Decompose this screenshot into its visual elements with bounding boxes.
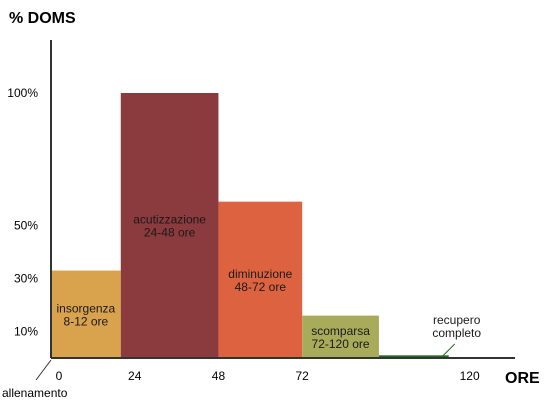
- bar-3: [302, 315, 379, 358]
- origin-label-leader: [35, 359, 52, 381]
- bar-label-leader-4: [442, 343, 456, 357]
- bar-1: [120, 93, 219, 358]
- bar-4: [378, 355, 449, 358]
- origin-label: allenamento: [2, 386, 68, 400]
- x-tick-label-0: 0: [56, 369, 63, 383]
- x-tick-label-1: 24: [128, 369, 142, 383]
- ticks-group: 10% 30% 50% 100% 0 24 48 72 120 allenamento: [2, 86, 480, 400]
- y-axis-title: % DOMS: [9, 10, 76, 27]
- bar-0: [51, 270, 121, 358]
- bar-label-4: recupero completo: [432, 313, 481, 340]
- bar-label-2: diminuzione 48-72 ore: [228, 267, 292, 294]
- y-tick-label-2: 50%: [14, 219, 38, 233]
- x-tick-label-3: 72: [296, 369, 310, 383]
- x-axis-title: ORE: [505, 370, 540, 387]
- bars-group: [51, 93, 449, 358]
- bar-2: [218, 201, 303, 358]
- y-tick-label-1: 30%: [14, 272, 38, 286]
- y-tick-label-3: 100%: [7, 86, 38, 100]
- bar-label-3: scomparsa 72-120 ore: [311, 324, 370, 351]
- x-tick-label-4: 120: [460, 369, 480, 383]
- x-tick-label-2: 48: [212, 369, 226, 383]
- y-tick-label-0: 10%: [14, 325, 38, 339]
- bar-label-1: acutizzazione 24-48 ore: [133, 213, 206, 240]
- bar-label-0: insorgenza 8-12 ore: [57, 301, 116, 328]
- bar-labels-group: insorgenza 8-12 ore acutizzazione 24-48 ore…: [57, 213, 481, 357]
- axes-group: [50, 40, 515, 359]
